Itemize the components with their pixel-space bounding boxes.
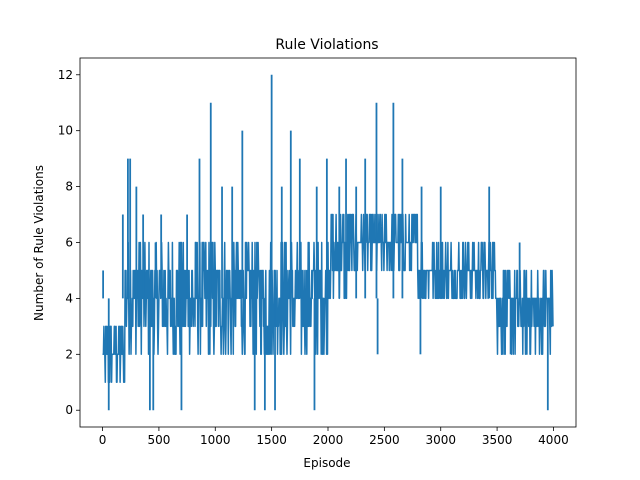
x-tick-label: 2000 [313, 433, 344, 447]
x-tick-label: 2500 [369, 433, 400, 447]
x-tick-label: 3000 [425, 433, 456, 447]
x-tick-label: 1500 [256, 433, 287, 447]
y-tick-label: 12 [58, 68, 73, 82]
y-tick-label: 10 [58, 124, 73, 138]
y-tick-label: 4 [65, 291, 73, 305]
y-tick-label: 8 [65, 180, 73, 194]
y-axis-label: Number of Rule Violations [32, 165, 46, 321]
y-tick-label: 0 [65, 403, 73, 417]
series-layer [102, 74, 554, 411]
axes-layer: 0 500 1000 1500 2000 2500 3000 3500 4000 0 2 4 6 8 10 1… [58, 57, 577, 447]
x-tick-label: 0 [99, 433, 107, 447]
x-tick-label: 3500 [482, 433, 513, 447]
x-axis-label: Episode [303, 456, 350, 470]
chart-title: Rule Violations [275, 37, 378, 53]
x-tick-label: 4000 [538, 433, 569, 447]
y-tick-label: 6 [65, 236, 73, 250]
y-tick-label: 2 [65, 347, 73, 361]
x-tick-label: 1000 [200, 433, 231, 447]
x-tick-label: 500 [147, 433, 170, 447]
